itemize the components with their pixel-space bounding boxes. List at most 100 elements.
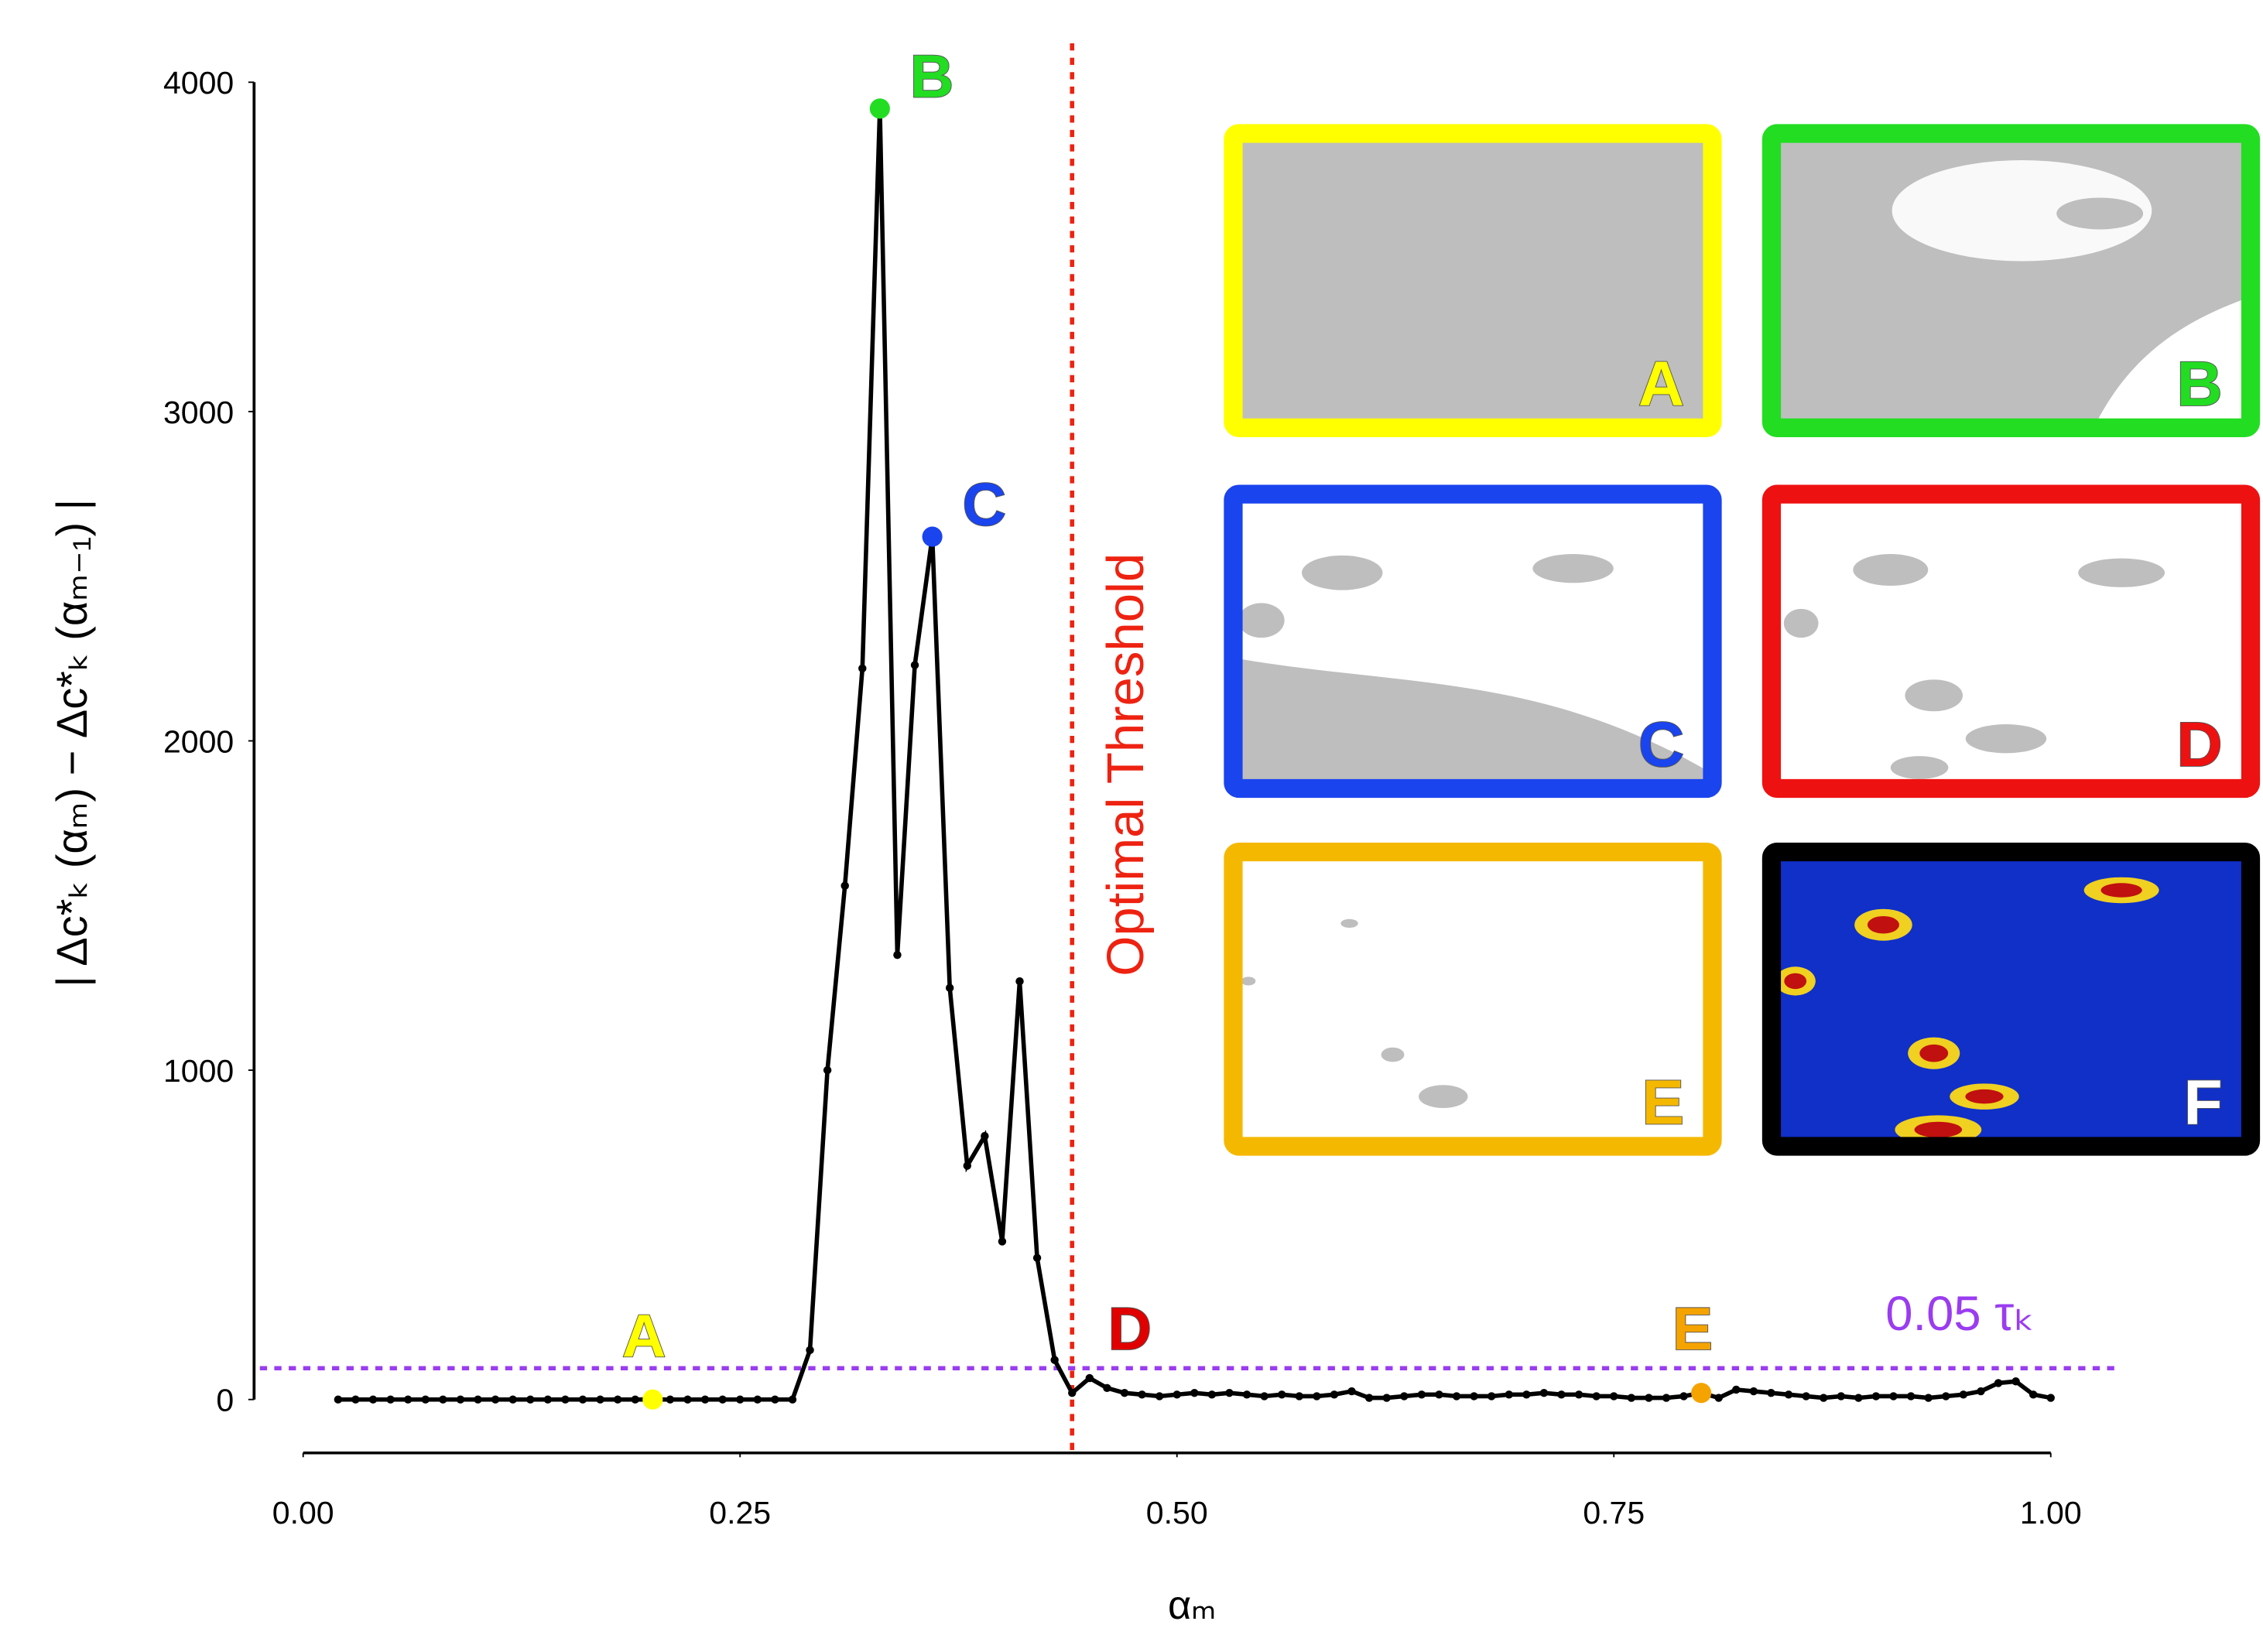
blob bbox=[1302, 555, 1383, 590]
data-point bbox=[631, 1395, 639, 1404]
inset-panel: F bbox=[1761, 842, 2261, 1156]
data-point bbox=[788, 1395, 797, 1404]
y-tick-label: 3000 bbox=[163, 395, 234, 430]
panel-frame bbox=[1761, 124, 2261, 437]
data-point bbox=[1977, 1387, 1985, 1396]
data-point bbox=[543, 1395, 553, 1404]
blob bbox=[1419, 1085, 1468, 1109]
vline-label: Optimal Threshold bbox=[1097, 553, 1155, 976]
blob bbox=[1532, 554, 1614, 583]
data-point bbox=[963, 1161, 971, 1170]
data-point bbox=[945, 983, 954, 992]
data-point bbox=[1085, 1373, 1094, 1383]
data-point bbox=[1837, 1392, 1846, 1401]
blob bbox=[1965, 724, 2047, 754]
data-point bbox=[1610, 1392, 1618, 1401]
data-point bbox=[1277, 1390, 1286, 1399]
panel-frame bbox=[1761, 842, 2261, 1156]
data-point bbox=[700, 1395, 710, 1404]
data-point bbox=[1242, 1390, 1251, 1399]
highlight-point bbox=[1691, 1383, 1712, 1404]
blob bbox=[2056, 197, 2144, 230]
data-point bbox=[1522, 1390, 1531, 1399]
data-point bbox=[578, 1395, 587, 1404]
data-point bbox=[421, 1395, 430, 1404]
data-point bbox=[351, 1395, 360, 1404]
data-point bbox=[613, 1395, 622, 1404]
data-point bbox=[1994, 1379, 2003, 1387]
inset-panel: A bbox=[1224, 124, 1722, 437]
panel-label: A bbox=[1638, 349, 1684, 419]
highlight-label: A bbox=[622, 1301, 666, 1370]
inset-panel: B bbox=[1761, 124, 2261, 437]
hline-label: 0.05 τₖ bbox=[1885, 1287, 2035, 1341]
data-point bbox=[1662, 1394, 1671, 1402]
hot-spot-core bbox=[2100, 883, 2142, 898]
x-tick-label: 0.50 bbox=[1146, 1495, 1208, 1531]
data-point bbox=[1330, 1390, 1339, 1399]
highlight-label: B bbox=[910, 42, 954, 110]
data-point bbox=[334, 1395, 343, 1404]
data-point bbox=[1103, 1384, 1111, 1393]
data-point bbox=[1452, 1392, 1461, 1401]
panel-label: D bbox=[2176, 710, 2222, 780]
data-point bbox=[1574, 1390, 1583, 1399]
data-point bbox=[1645, 1394, 1653, 1402]
blob bbox=[1890, 756, 1949, 779]
y-tick-label: 0 bbox=[216, 1383, 234, 1418]
y-tick-label: 4000 bbox=[163, 65, 234, 101]
panel-label: E bbox=[1642, 1068, 1684, 1138]
panel-image bbox=[1233, 852, 1713, 1147]
data-point bbox=[2046, 1394, 2055, 1402]
data-point bbox=[1400, 1392, 1409, 1401]
blob bbox=[1381, 1047, 1405, 1062]
inset-panel: D bbox=[1761, 484, 2261, 799]
data-point bbox=[491, 1395, 500, 1404]
data-point bbox=[1557, 1390, 1566, 1399]
panel-region bbox=[1892, 159, 2152, 262]
data-point bbox=[1050, 1356, 1059, 1364]
data-point bbox=[1627, 1394, 1636, 1402]
hot-spot-core bbox=[1919, 1044, 1949, 1062]
highlight-label: E bbox=[1672, 1295, 1713, 1363]
data-point bbox=[1435, 1390, 1443, 1399]
blob bbox=[1783, 608, 1819, 638]
data-point bbox=[1854, 1394, 1863, 1402]
data-point bbox=[893, 950, 902, 959]
data-point bbox=[1295, 1392, 1304, 1401]
data-point bbox=[1539, 1388, 1549, 1397]
data-point bbox=[1173, 1390, 1181, 1399]
highlight-label: C bbox=[962, 470, 1006, 539]
blob bbox=[1340, 918, 1358, 928]
data-point bbox=[1120, 1388, 1129, 1397]
hot-spot-core bbox=[1784, 973, 1807, 990]
panel-label: C bbox=[1638, 710, 1684, 780]
data-point bbox=[1364, 1394, 1374, 1402]
highlight-point bbox=[922, 526, 943, 547]
panel-region bbox=[1234, 658, 1712, 788]
panel-frame bbox=[1224, 484, 1722, 799]
data-point bbox=[561, 1395, 570, 1404]
blob bbox=[1238, 603, 1285, 638]
x-tick-label: 0.25 bbox=[709, 1495, 771, 1531]
panel-frame bbox=[1761, 484, 2261, 799]
data-point bbox=[474, 1395, 482, 1404]
data-point bbox=[596, 1395, 604, 1404]
data-point bbox=[1714, 1394, 1723, 1402]
data-point bbox=[1347, 1387, 1356, 1396]
data-point bbox=[823, 1065, 832, 1075]
data-point bbox=[1138, 1390, 1146, 1399]
data-point bbox=[1906, 1392, 1916, 1401]
data-point bbox=[1487, 1392, 1496, 1401]
data-point bbox=[1225, 1388, 1234, 1397]
data-point bbox=[981, 1131, 989, 1141]
x-tick-label: 0.00 bbox=[272, 1495, 334, 1531]
data-point bbox=[840, 881, 849, 890]
data-point bbox=[1155, 1392, 1164, 1401]
blob bbox=[1905, 679, 1963, 712]
data-point bbox=[1190, 1388, 1199, 1397]
data-point bbox=[403, 1395, 413, 1404]
data-point bbox=[368, 1395, 378, 1404]
data-point bbox=[1592, 1392, 1601, 1401]
